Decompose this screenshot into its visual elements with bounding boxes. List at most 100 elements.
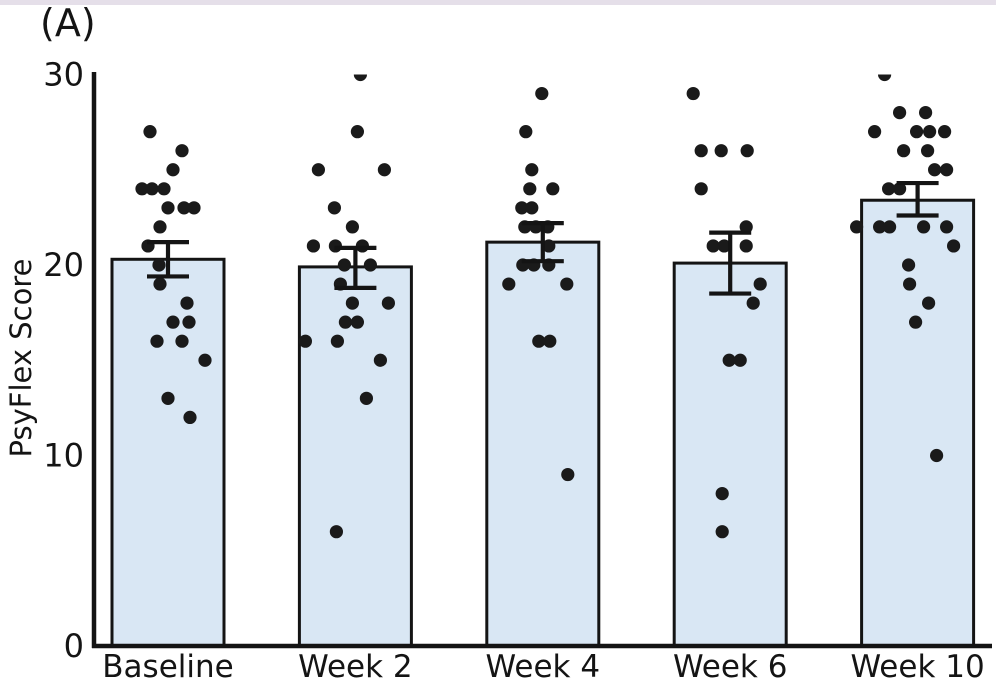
- data-point: [143, 125, 157, 139]
- data-point: [359, 391, 373, 405]
- data-point: [715, 487, 729, 501]
- y-tick-label: 10: [43, 437, 84, 475]
- data-point: [157, 182, 171, 196]
- data-point: [903, 277, 917, 291]
- data-point: [850, 220, 864, 234]
- data-point: [722, 353, 736, 367]
- data-point: [166, 315, 180, 329]
- data-point: [919, 106, 933, 120]
- data-point: [739, 239, 753, 253]
- data-point: [373, 353, 387, 367]
- data-point: [381, 296, 395, 310]
- data-point: [753, 277, 767, 291]
- data-point: [873, 220, 887, 234]
- data-point: [337, 258, 351, 272]
- error-bar: [896, 180, 939, 218]
- page-edge-tint: [0, 0, 996, 5]
- data-point: [350, 125, 364, 139]
- y-axis-title: PsyFlex Score: [4, 258, 38, 458]
- x-category-label: Week 2: [298, 649, 413, 685]
- data-point: [739, 220, 753, 234]
- data-point: [940, 220, 954, 234]
- data-point: [882, 182, 896, 196]
- data-point: [311, 163, 325, 177]
- y-tick-label: 0: [64, 627, 84, 665]
- panel-label: (A): [40, 1, 96, 45]
- axis-labels-layer: 0 10 20 30 Baseline Week 2 Week 4 Week 6 Week 10: [43, 56, 984, 686]
- data-point: [947, 239, 961, 253]
- data-point: [502, 277, 516, 291]
- data-point: [910, 125, 924, 139]
- data-point: [153, 220, 167, 234]
- data-point: [715, 525, 729, 539]
- data-point: [878, 74, 892, 82]
- data-point: [868, 125, 882, 139]
- data-point: [893, 106, 907, 120]
- data-point: [883, 220, 897, 234]
- data-point: [694, 144, 708, 158]
- data-point: [706, 239, 720, 253]
- data-point: [922, 296, 936, 310]
- data-point: [306, 239, 320, 253]
- data-point: [746, 296, 760, 310]
- data-point: [145, 182, 159, 196]
- data-point: [166, 163, 180, 177]
- y-tick-label: 30: [43, 56, 84, 94]
- error-bars-layer: [147, 180, 939, 296]
- data-point: [519, 125, 533, 139]
- data-point: [909, 315, 923, 329]
- data-point: [198, 353, 212, 367]
- y-tick-label: 20: [43, 246, 84, 284]
- data-point: [363, 258, 377, 272]
- data-point: [525, 163, 539, 177]
- data-point: [338, 315, 352, 329]
- data-point: [152, 258, 166, 272]
- data-point: [923, 125, 937, 139]
- data-point: [686, 86, 700, 101]
- data-point: [938, 125, 952, 139]
- data-point: [546, 182, 560, 196]
- data-point: [150, 334, 164, 348]
- data-point: [161, 391, 175, 405]
- bar-week-6: [672, 261, 788, 648]
- data-point: [940, 163, 954, 177]
- data-point: [175, 144, 189, 158]
- data-point: [902, 258, 916, 272]
- bar-week-2: [297, 265, 413, 648]
- x-category-label: Week 4: [486, 649, 601, 685]
- data-point: [180, 296, 194, 310]
- data-point: [298, 334, 312, 348]
- data-point: [153, 277, 167, 291]
- data-points-layer: [135, 74, 961, 539]
- axes-layer: [91, 72, 992, 649]
- data-point: [330, 334, 344, 348]
- data-point: [921, 144, 935, 158]
- data-point: [345, 296, 359, 310]
- data-point: [182, 315, 196, 329]
- bar-week-4: [485, 240, 601, 648]
- data-point: [740, 144, 754, 158]
- data-point: [329, 525, 343, 539]
- data-point: [893, 182, 907, 196]
- data-point: [928, 163, 942, 177]
- data-point: [897, 144, 911, 158]
- data-point: [694, 182, 708, 196]
- data-point: [187, 201, 201, 215]
- data-point: [161, 201, 175, 215]
- error-bar: [147, 240, 189, 279]
- data-point: [377, 163, 391, 177]
- data-point: [327, 201, 341, 215]
- error-bar: [334, 245, 377, 290]
- data-point: [714, 144, 728, 158]
- data-point: [183, 410, 197, 424]
- data-point: [930, 448, 944, 463]
- data-point: [523, 182, 537, 196]
- data-point: [561, 467, 575, 482]
- x-category-label: Week 6: [673, 649, 788, 685]
- data-point: [515, 201, 529, 215]
- data-point: [717, 239, 731, 253]
- error-bar: [709, 230, 752, 296]
- data-point: [353, 74, 367, 82]
